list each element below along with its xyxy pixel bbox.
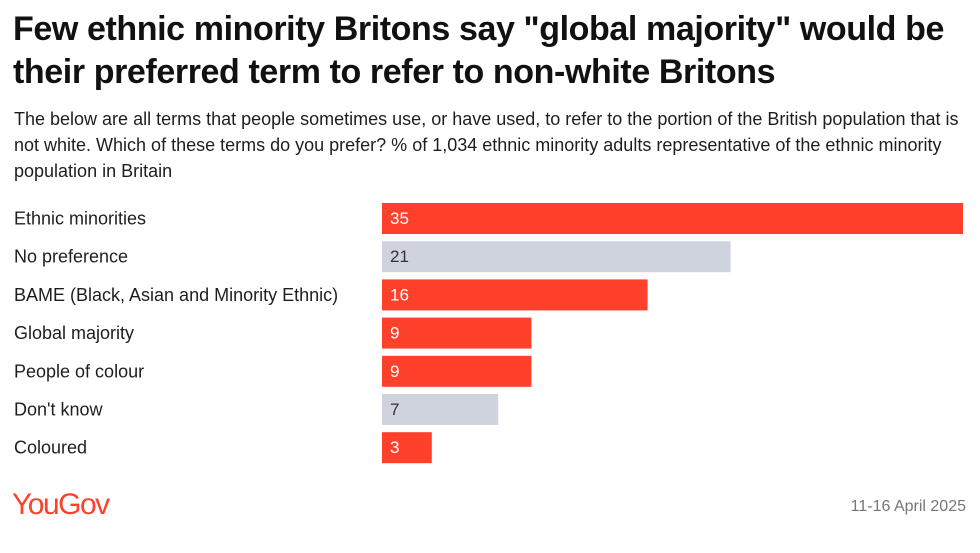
bar — [382, 355, 532, 387]
bar — [382, 317, 532, 349]
bar — [382, 203, 963, 234]
category-label: Coloured — [14, 438, 87, 458]
category-label: Ethnic minorities — [14, 209, 146, 229]
value-label: 9 — [390, 324, 399, 343]
category-label: People of colour — [14, 361, 144, 381]
value-label: 16 — [390, 285, 409, 304]
value-label: 3 — [390, 438, 399, 457]
value-label: 9 — [390, 362, 399, 381]
category-label: Global majority — [14, 323, 134, 343]
value-label: 7 — [390, 400, 399, 419]
category-label: No preference — [14, 247, 128, 267]
value-label: 21 — [390, 247, 409, 266]
survey-date: 11-16 April 2025 — [850, 498, 966, 515]
chart-title: Few ethnic minority Britons say "global … — [13, 10, 944, 91]
value-label: 35 — [390, 209, 409, 228]
bar — [382, 279, 648, 311]
category-label: Don't know — [14, 400, 103, 420]
bar — [382, 432, 432, 464]
category-label: BAME (Black, Asian and Minority Ethnic) — [14, 285, 338, 305]
yougov-logo: YouGov — [12, 488, 110, 521]
chart-subtitle: The below are all terms that people some… — [14, 109, 959, 181]
bar — [382, 241, 731, 273]
bar — [382, 394, 499, 425]
